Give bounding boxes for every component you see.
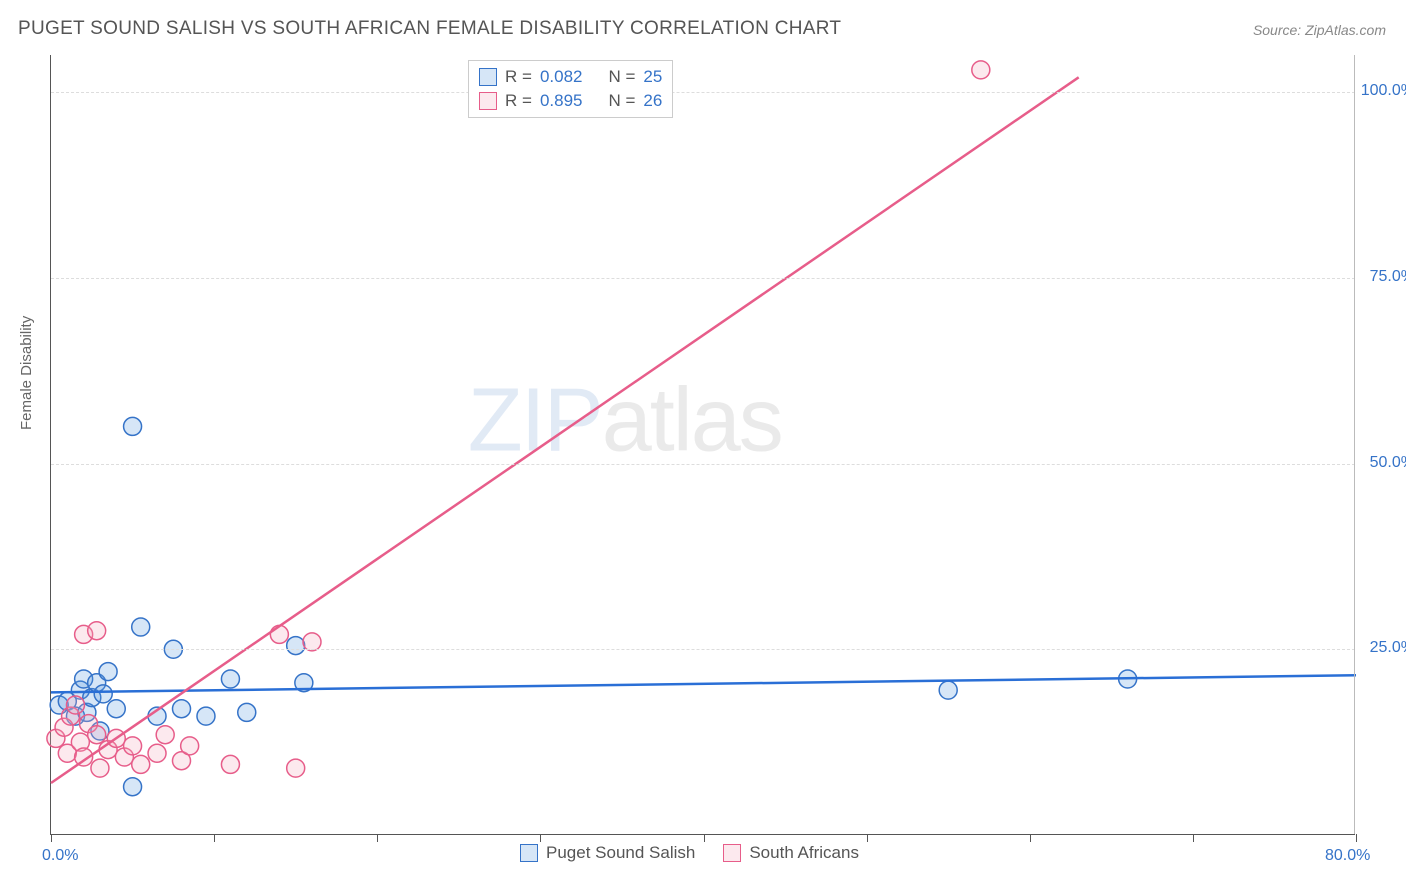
- data-point: [124, 417, 142, 435]
- y-tick-label: 75.0%: [1370, 268, 1406, 286]
- data-point: [270, 625, 288, 643]
- legend-swatch: [723, 844, 741, 862]
- data-point: [94, 685, 112, 703]
- gridline: [51, 464, 1355, 465]
- chart-title: PUGET SOUND SALISH VS SOUTH AFRICAN FEMA…: [18, 18, 841, 40]
- data-point: [132, 755, 150, 773]
- data-point: [181, 737, 199, 755]
- legend-swatch: [520, 844, 538, 862]
- x-tick: [377, 834, 378, 842]
- r-label: R =: [505, 91, 532, 111]
- data-point: [124, 778, 142, 796]
- data-point: [303, 633, 321, 651]
- x-tick: [867, 834, 868, 842]
- data-point: [939, 681, 957, 699]
- data-point: [91, 759, 109, 777]
- y-axis-title: Female Disability: [18, 316, 35, 430]
- gridline: [51, 278, 1355, 279]
- trend-line: [51, 77, 1079, 783]
- data-point: [238, 703, 256, 721]
- legend-correlation: R = 0.082 N = 25 R = 0.895 N = 26: [468, 60, 673, 118]
- r-value: 0.082: [540, 67, 583, 87]
- legend-row: R = 0.895 N = 26: [479, 89, 662, 113]
- scatter-svg: [51, 55, 1355, 834]
- y-tick-label: 100.0%: [1361, 82, 1406, 100]
- data-point: [99, 663, 117, 681]
- data-point: [221, 670, 239, 688]
- data-point: [156, 726, 174, 744]
- gridline: [51, 92, 1355, 93]
- data-point: [972, 61, 990, 79]
- legend-label: South Africans: [749, 843, 859, 863]
- data-point: [107, 700, 125, 718]
- x-tick-label: 0.0%: [42, 847, 78, 865]
- x-tick: [214, 834, 215, 842]
- plot-area: ZIPatlas 25.0%50.0%75.0%100.0%: [50, 55, 1355, 835]
- legend-swatch: [479, 68, 497, 86]
- r-value: 0.895: [540, 91, 583, 111]
- legend-row: R = 0.082 N = 25: [479, 65, 662, 89]
- n-value: 25: [643, 67, 662, 87]
- y-tick-label: 50.0%: [1370, 454, 1406, 472]
- n-label: N =: [608, 91, 635, 111]
- data-point: [88, 622, 106, 640]
- data-point: [287, 637, 305, 655]
- legend-series: Puget Sound Salish South Africans: [520, 843, 859, 863]
- data-point: [124, 737, 142, 755]
- n-label: N =: [608, 67, 635, 87]
- data-point: [148, 744, 166, 762]
- data-point: [287, 759, 305, 777]
- y-tick-label: 25.0%: [1370, 639, 1406, 657]
- data-point: [132, 618, 150, 636]
- r-label: R =: [505, 67, 532, 87]
- gridline: [51, 649, 1355, 650]
- x-tick: [51, 834, 52, 842]
- x-tick: [1030, 834, 1031, 842]
- n-value: 26: [643, 91, 662, 111]
- legend-item: Puget Sound Salish: [520, 843, 695, 863]
- data-point: [173, 700, 191, 718]
- data-point: [197, 707, 215, 725]
- data-point: [221, 755, 239, 773]
- x-tick: [704, 834, 705, 842]
- trend-line: [51, 675, 1356, 692]
- x-tick: [1356, 834, 1357, 842]
- x-tick-label: 80.0%: [1325, 847, 1370, 865]
- x-tick: [1193, 834, 1194, 842]
- data-point: [88, 726, 106, 744]
- source-attribution: Source: ZipAtlas.com: [1253, 22, 1386, 38]
- data-point: [66, 696, 84, 714]
- legend-item: South Africans: [723, 843, 859, 863]
- x-tick: [540, 834, 541, 842]
- legend-swatch: [479, 92, 497, 110]
- legend-label: Puget Sound Salish: [546, 843, 695, 863]
